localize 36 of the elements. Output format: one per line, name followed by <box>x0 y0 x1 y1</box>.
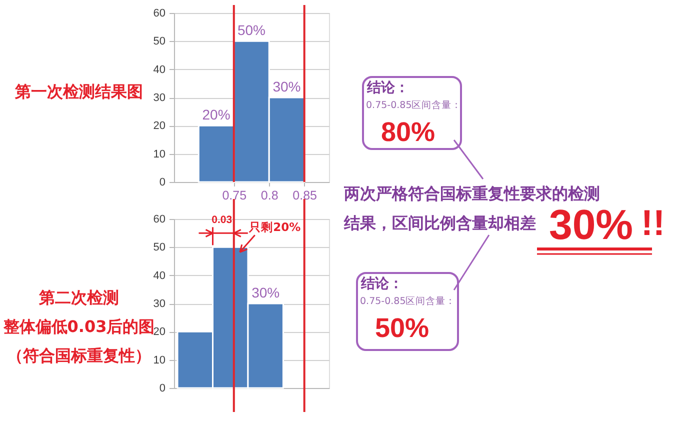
text: !! <box>641 202 665 243</box>
text: 整体偏低0.03后的图（符合国标重复性） <box>2 317 155 365</box>
text: 50% <box>374 313 430 343</box>
y-tick-label: 20 <box>153 120 166 132</box>
y-tick-label: 60 <box>153 214 166 226</box>
y-tick-label: 0 <box>159 382 166 394</box>
data-label: 20% <box>202 106 230 123</box>
x-tick-label: 0.85 <box>292 188 318 202</box>
x-tick-label: 0.8 <box>260 188 278 202</box>
text: 第一次检测结果图 <box>14 82 143 101</box>
y-tick-label: 0 <box>159 176 166 188</box>
y-tick-label: 50 <box>153 36 166 48</box>
data-label: 30% <box>272 78 301 94</box>
text: 结果，区间比例含量却相差 <box>343 214 536 232</box>
y-tick-label: 30 <box>153 298 166 310</box>
data-label: 50% <box>237 22 266 38</box>
y-tick-label: 10 <box>153 148 166 160</box>
text: 结论： <box>366 80 409 96</box>
data-label: 30% <box>252 284 280 300</box>
y-tick-label: 40 <box>153 270 166 282</box>
y-tick-label: 40 <box>153 64 166 76</box>
annotation: 只剩20% <box>248 220 302 234</box>
y-tick-label: 50 <box>153 242 166 254</box>
y-tick-label: 30 <box>153 92 166 104</box>
y-tick-label: 20 <box>153 326 166 338</box>
y-tick-label: 60 <box>153 8 166 20</box>
y-tick-label: 10 <box>153 354 166 366</box>
text: 0.75-0.85区间含量： <box>360 295 456 307</box>
annotation: 0.03 <box>212 214 232 226</box>
x-tick-label: 0.75 <box>222 188 247 202</box>
text: 结论： <box>360 276 403 292</box>
text: 两次严格符合国标重复性要求的检测 <box>343 184 600 203</box>
text: 0.75-0.85区间含量： <box>366 99 462 111</box>
text: 30% <box>548 201 634 248</box>
text: 80% <box>380 117 436 147</box>
text: 第二次检测 <box>38 288 119 307</box>
